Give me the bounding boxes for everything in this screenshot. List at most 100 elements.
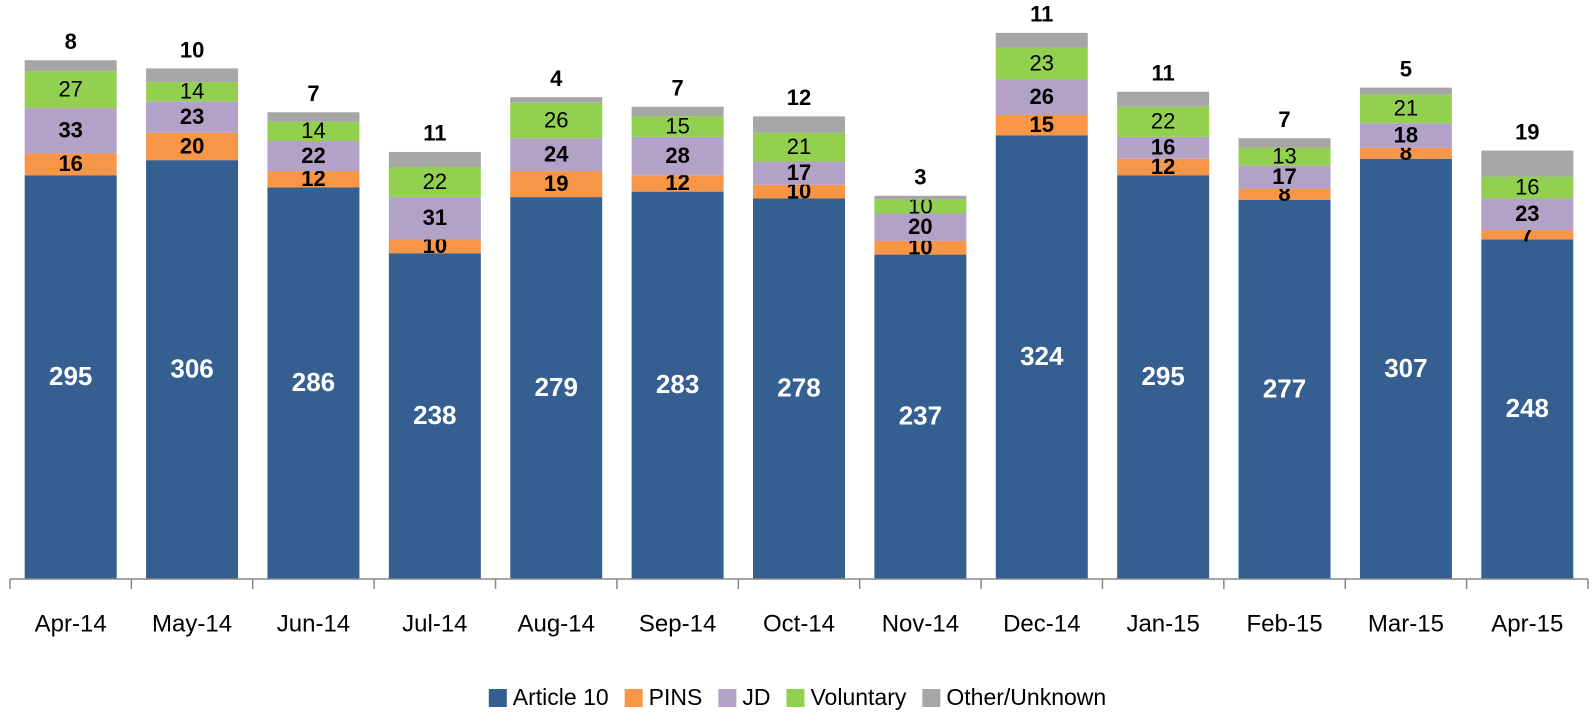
x-tick-label: Apr-15: [1491, 610, 1563, 637]
x-tick-label: Feb-15: [1247, 610, 1323, 637]
bar-segment: [146, 82, 239, 102]
bar-segment: [388, 253, 481, 580]
data-label: 278: [777, 373, 820, 403]
x-tick-label: Oct-14: [763, 610, 835, 637]
bar-segment: [146, 101, 239, 133]
bar-segment: [1238, 147, 1331, 166]
data-label: 22: [301, 143, 325, 168]
bar-segment: [510, 197, 603, 579]
bar-segment: [1238, 188, 1331, 200]
legend-label: Article 10: [513, 684, 609, 710]
data-label: 22: [1151, 109, 1175, 134]
bar-segment: [631, 136, 724, 176]
bar-segment: [995, 47, 1088, 80]
data-label: 23: [180, 104, 204, 129]
bar-segment: [874, 240, 967, 255]
data-label: 11: [1152, 61, 1175, 86]
data-label: 7: [671, 76, 683, 101]
data-label: 237: [899, 401, 942, 431]
bar-segment: [995, 114, 1088, 136]
data-label: 295: [49, 361, 92, 391]
data-label: 10: [180, 37, 204, 62]
legend-label: Voluntary: [810, 684, 906, 710]
bar-segment: [1117, 136, 1210, 159]
x-tick-label: Jan-15: [1126, 610, 1199, 637]
bar-segment: [753, 116, 845, 133]
bar-segment: [753, 198, 845, 580]
bar-segment: [267, 140, 360, 172]
bar-segment: [1481, 198, 1574, 230]
data-label: 20: [908, 214, 932, 239]
data-label: 19: [544, 171, 568, 196]
data-label: 324: [1020, 341, 1064, 371]
bar-segment: [1359, 123, 1452, 148]
data-label: 7: [1278, 107, 1290, 132]
data-label: 307: [1384, 353, 1427, 383]
bar-segment: [995, 79, 1088, 115]
data-label: 17: [787, 160, 811, 185]
data-label: 14: [180, 79, 204, 104]
data-label: 22: [423, 169, 447, 194]
data-label: 18: [1394, 122, 1418, 147]
bar-segment: [1117, 175, 1210, 579]
bar-segment: [24, 60, 117, 72]
bar-segment: [146, 132, 239, 161]
bar-segment: [1481, 239, 1574, 579]
data-label: 286: [292, 367, 335, 397]
data-label: 15: [1030, 112, 1054, 137]
data-label: 279: [535, 372, 578, 402]
bar-segment: [874, 213, 967, 241]
data-label: 306: [170, 353, 213, 383]
data-label: 11: [1030, 2, 1053, 27]
legend-label: PINS: [649, 684, 703, 710]
bar-segment: [24, 153, 117, 176]
data-label: 26: [1030, 84, 1054, 109]
bar-segment: [267, 112, 360, 122]
x-tick-label: Jul-14: [402, 610, 467, 637]
bar-segment: [1481, 150, 1574, 177]
bar-segment: [510, 102, 603, 139]
bar-segment: [753, 132, 845, 162]
data-label: 248: [1506, 393, 1549, 423]
data-label: 283: [656, 369, 699, 399]
data-label: 23: [1030, 50, 1054, 75]
data-label: 17: [1272, 164, 1296, 189]
bar-segment: [874, 199, 967, 214]
data-label: 12: [787, 85, 811, 110]
data-label: 31: [423, 205, 447, 230]
data-label: 28: [665, 143, 689, 168]
data-label: 7: [307, 81, 319, 106]
legend-swatch: [624, 689, 643, 707]
data-label: 238: [413, 400, 456, 430]
data-label: 5: [1400, 56, 1412, 81]
data-label: 33: [58, 118, 82, 143]
x-tick-label: Aug-14: [518, 610, 595, 637]
bar-segment: [1117, 91, 1210, 107]
bar-segment: [995, 32, 1088, 48]
bar-segment: [510, 171, 603, 198]
bar-segment: [1481, 229, 1574, 240]
bar-segment: [388, 197, 481, 240]
bar-segment: [24, 108, 117, 154]
data-label: 3: [914, 165, 926, 190]
bar-segment: [1117, 106, 1210, 137]
bar-segment: [510, 138, 603, 172]
x-tick-label: Mar-15: [1368, 610, 1444, 637]
data-label: 16: [1515, 174, 1539, 199]
x-tick-label: May-14: [152, 610, 232, 637]
data-label: 14: [301, 118, 325, 143]
data-label: 21: [787, 134, 811, 159]
bar-segment: [146, 68, 239, 83]
data-label: 295: [1141, 361, 1184, 391]
data-label: 27: [58, 76, 82, 101]
bar-segment: [510, 97, 603, 103]
x-tick-label: Dec-14: [1003, 610, 1080, 637]
legend-label: Other/Unknown: [946, 684, 1106, 710]
bar-segment: [1359, 94, 1452, 124]
data-label: 277: [1263, 373, 1306, 403]
data-label: 21: [1394, 96, 1418, 121]
x-tick-label: Jun-14: [277, 610, 350, 637]
bar-segment: [388, 239, 481, 254]
bar-segment: [1117, 158, 1210, 176]
data-label: 15: [665, 113, 689, 138]
